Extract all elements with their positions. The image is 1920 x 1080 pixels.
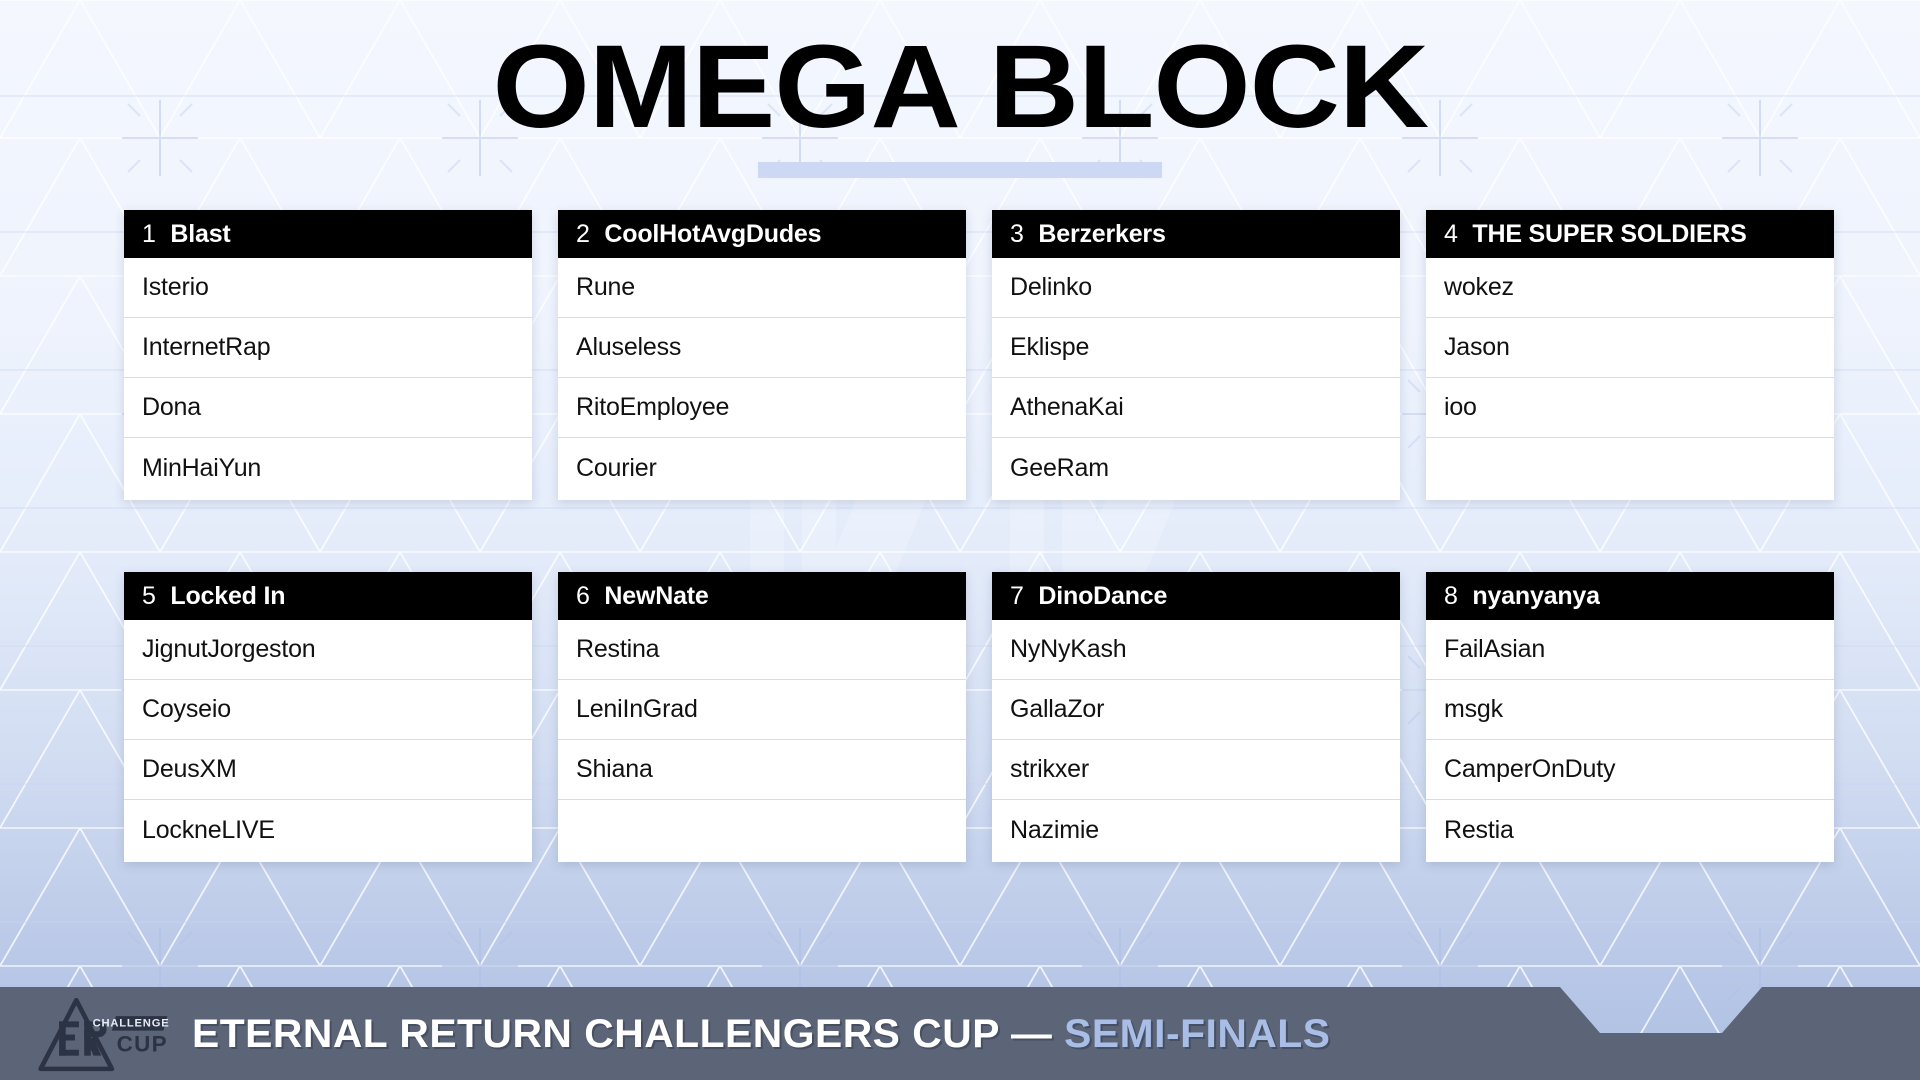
team-card[interactable]: 8 nyanyanya FailAsian msgk CamperOnDuty … [1426,572,1834,862]
player-row: InternetRap [124,318,532,378]
team-rank: 8 [1444,581,1459,610]
team-card-header: 1 Blast [124,210,532,258]
player-row: CamperOnDuty [1426,740,1834,800]
team-name: Blast [170,221,231,247]
team-rank: 6 [576,581,591,610]
team-card[interactable]: 1 Blast Isterio InternetRap Dona MinHaiY… [124,210,532,500]
team-card[interactable]: 3 Berzerkers Delinko Eklispe AthenaKai G… [992,210,1400,500]
footer-event-title: ETERNAL RETURN CHALLENGERS CUP — SEMI-FI… [192,1014,1330,1054]
player-row: LeniInGrad [558,680,966,740]
team-name: DinoDance [1038,583,1168,609]
team-card-grid: 1 Blast Isterio InternetRap Dona MinHaiY… [124,210,1836,862]
team-rank: 4 [1444,219,1459,248]
player-row: Courier [576,453,657,482]
player-row: MinHaiYun [142,453,262,482]
team-roster: NyNyKash GallaZor strikxer Nazimie [992,620,1400,862]
team-name: CoolHotAvgDudes [604,221,822,247]
team-rank: 1 [142,219,157,248]
title-underline-accent [758,162,1162,178]
team-name: THE SUPER SOLDIERS [1472,221,1747,247]
footer-bar: CHALLENGERS CUP ETERNAL RETURN CHALLENGE… [0,973,1920,1080]
player-row: strikxer [992,740,1400,800]
team-card-header: 6 NewNate [558,572,966,620]
team-card-header: 2 CoolHotAvgDudes [558,210,966,258]
team-roster: Delinko Eklispe AthenaKai GeeRam [992,258,1400,500]
player-row: Restia [1444,815,1514,844]
team-card-header: 3 Berzerkers [992,210,1400,258]
team-roster: Restina LeniInGrad Shiana [558,620,966,862]
player-row: Aluseless [558,318,966,378]
player-row: Delinko [992,258,1400,318]
player-row: wokez [1426,258,1834,318]
player-row: GeeRam [1010,453,1109,482]
page-title: OMEGA BLOCK [492,21,1429,153]
player-row: Coyseio [124,680,532,740]
player-row: Restina [558,620,966,680]
team-card[interactable]: 4 THE SUPER SOLDIERS wokez Jason ioo [1426,210,1834,500]
challengers-cup-logo-icon: CHALLENGERS CUP [38,991,186,1077]
team-roster: Rune Aluseless RitoEmployee Courier [558,258,966,500]
team-rank: 2 [576,219,591,248]
player-row: GallaZor [992,680,1400,740]
team-card[interactable]: 5 Locked In JignutJorgeston Coyseio Deus… [124,572,532,862]
player-row: AthenaKai [992,378,1400,438]
footer-event-stage: SEMI-FINALS [1064,1011,1331,1056]
team-rank: 7 [1010,581,1025,610]
team-card-header: 4 THE SUPER SOLDIERS [1426,210,1834,258]
player-row: Isterio [124,258,532,318]
player-row: Dona [124,378,532,438]
player-row: msgk [1426,680,1834,740]
team-card[interactable]: 2 CoolHotAvgDudes Rune Aluseless RitoEmp… [558,210,966,500]
player-row: Eklispe [992,318,1400,378]
player-row: Shiana [558,740,966,800]
player-row: NyNyKash [992,620,1400,680]
team-card-header: 8 nyanyanya [1426,572,1834,620]
team-roster: JignutJorgeston Coyseio DeusXM LockneLIV… [124,620,532,862]
svg-text:CHALLENGERS: CHALLENGERS [93,1017,170,1029]
player-row: FailAsian [1426,620,1834,680]
player-row: Nazimie [1010,815,1099,844]
player-row-empty [1426,438,1834,498]
footer-event-main: ETERNAL RETURN CHALLENGERS CUP — [192,1011,1065,1056]
team-roster: FailAsian msgk CamperOnDuty Restia [1426,620,1834,862]
team-roster: wokez Jason ioo [1426,258,1834,500]
player-row: RitoEmployee [558,378,966,438]
team-card[interactable]: 7 DinoDance NyNyKash GallaZor strikxer N… [992,572,1400,862]
player-row: JignutJorgeston [124,620,532,680]
svg-text:CUP: CUP [117,1031,168,1056]
team-roster: Isterio InternetRap Dona MinHaiYun [124,258,532,500]
title-block: OMEGA BLOCK [0,21,1920,178]
team-name: Locked In [170,583,286,609]
player-row: DeusXM [124,740,532,800]
team-rank: 5 [142,581,157,610]
team-rank: 3 [1010,219,1025,248]
team-name: nyanyanya [1472,583,1600,609]
team-card[interactable]: 6 NewNate Restina LeniInGrad Shiana [558,572,966,862]
team-card-header: 7 DinoDance [992,572,1400,620]
team-name: Berzerkers [1038,221,1166,247]
team-card-header: 5 Locked In [124,572,532,620]
player-row: LockneLIVE [142,815,275,844]
player-row: Jason [1426,318,1834,378]
player-row: Rune [558,258,966,318]
team-name: NewNate [604,583,709,609]
player-row-empty [558,800,966,860]
footer-background-shape [0,987,1920,1080]
player-row: ioo [1426,378,1834,438]
